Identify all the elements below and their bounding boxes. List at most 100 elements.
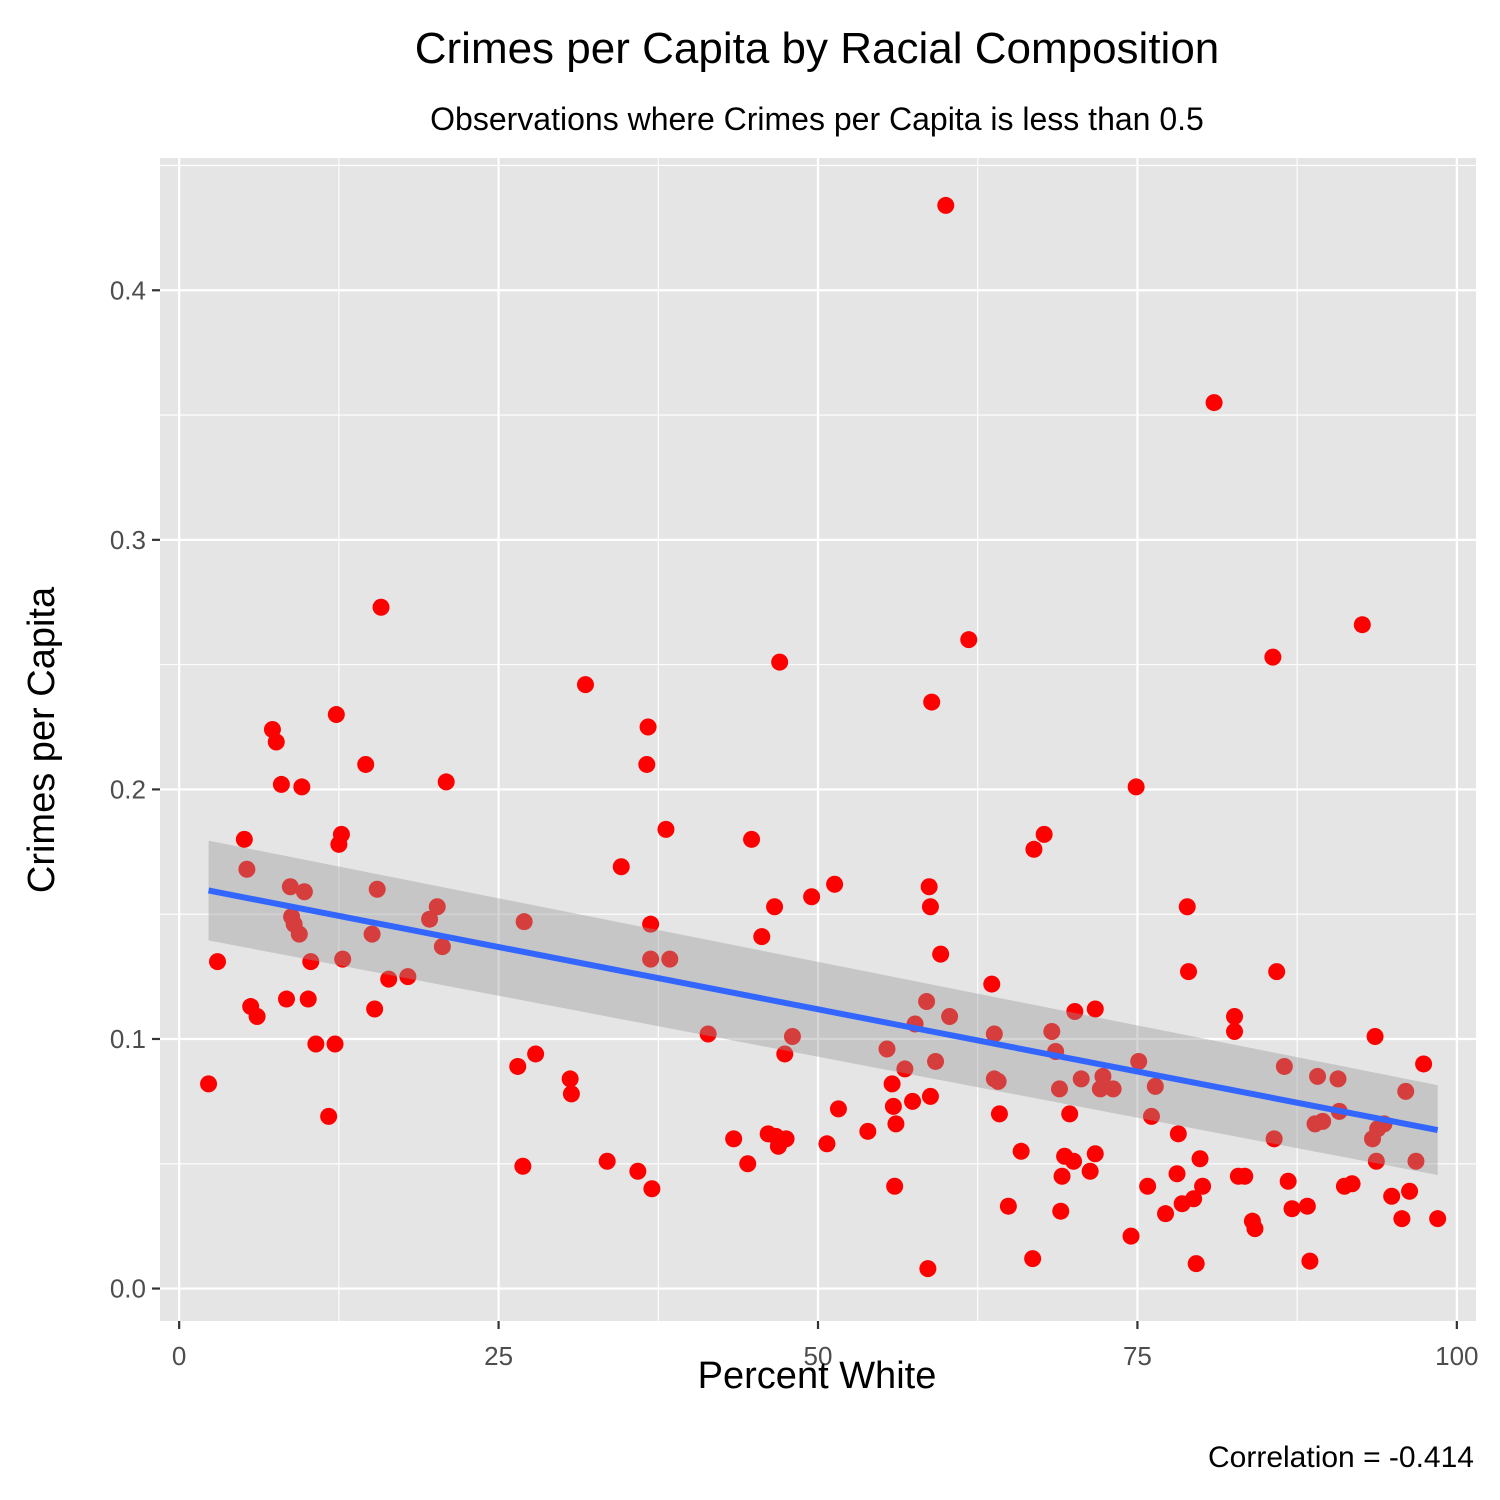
data-point [238, 860, 256, 878]
x-tick-label: 50 [804, 1341, 833, 1371]
data-point [1268, 963, 1286, 981]
data-point [921, 898, 939, 916]
y-tick-label: 0.3 [110, 525, 146, 555]
data-point [766, 898, 784, 916]
data-point [771, 653, 789, 671]
data-point [1367, 1152, 1385, 1170]
data-point [629, 1162, 647, 1180]
data-point [1329, 1070, 1347, 1088]
data-point [1314, 1112, 1332, 1130]
major-gridlines [160, 158, 1476, 1321]
data-point [1383, 1187, 1401, 1205]
data-point [1086, 1000, 1104, 1018]
data-point [643, 1180, 661, 1198]
data-point [989, 1072, 1007, 1090]
data-point [826, 875, 844, 893]
correlation-caption: Correlation = -0.414 [1208, 1441, 1474, 1474]
data-point [576, 676, 594, 694]
data-point [433, 938, 451, 956]
data-point [776, 1045, 794, 1063]
data-point [200, 1075, 218, 1093]
data-point [302, 953, 320, 971]
data-point [1393, 1210, 1411, 1228]
data-point [927, 1052, 945, 1070]
data-point [1246, 1220, 1264, 1238]
data-point [1205, 394, 1223, 412]
data-point [985, 1025, 1003, 1043]
data-point [277, 990, 295, 1008]
data-point [1094, 1067, 1112, 1085]
data-point [990, 1105, 1008, 1123]
data-point [1407, 1152, 1425, 1170]
data-point [1024, 1250, 1042, 1268]
data-point [1081, 1162, 1099, 1180]
data-point [1194, 1177, 1212, 1195]
data-point [1187, 1255, 1205, 1273]
data-point [725, 1130, 743, 1148]
data-point [334, 950, 352, 968]
data-point [307, 1035, 325, 1053]
data-point [1139, 1177, 1157, 1195]
data-point [1366, 1027, 1384, 1045]
data-point [562, 1085, 580, 1103]
x-axis-tick-labels: 0 25 50 75 100 [172, 1341, 1479, 1371]
data-point [1043, 1022, 1061, 1040]
data-point [1265, 1130, 1283, 1148]
data-point [1146, 1077, 1164, 1095]
data-point [699, 1025, 717, 1043]
data-point [1185, 1190, 1203, 1208]
data-point [327, 706, 345, 724]
data-point [1169, 1125, 1187, 1143]
data-point [295, 883, 313, 901]
regression-line [207, 887, 1439, 1134]
regression-overlay [207, 840, 1439, 1176]
data-point [437, 773, 455, 791]
data-point [918, 993, 936, 1011]
data-point [208, 953, 226, 971]
data-point [753, 928, 771, 946]
data-point [1086, 1145, 1104, 1163]
data-point [527, 1045, 545, 1063]
data-point [859, 1122, 877, 1140]
data-point [1168, 1165, 1186, 1183]
data-point [941, 1008, 959, 1026]
data-point [639, 718, 657, 736]
data-point [983, 975, 1001, 993]
data-point [661, 950, 679, 968]
x-tick-label: 0 [172, 1341, 186, 1371]
data-points [200, 196, 1447, 1278]
data-point [290, 925, 308, 943]
data-point [1353, 616, 1371, 634]
data-point [818, 1135, 836, 1153]
data-point [657, 820, 675, 838]
data-point [1343, 1175, 1361, 1193]
data-point [372, 598, 390, 616]
data-point [1157, 1205, 1175, 1223]
data-point [920, 878, 938, 896]
data-point [1301, 1252, 1319, 1270]
data-point [887, 1115, 905, 1133]
data-point [612, 858, 630, 876]
data-point [777, 1130, 795, 1148]
data-point [803, 888, 821, 906]
data-point [638, 755, 656, 773]
data-point [1035, 825, 1053, 843]
data-point [1053, 1167, 1071, 1185]
data-point [598, 1152, 616, 1170]
data-point [1180, 963, 1198, 981]
data-point [1104, 1080, 1122, 1098]
data-point [1397, 1082, 1415, 1100]
data-point [1415, 1055, 1433, 1073]
data-point [783, 1027, 801, 1045]
data-point [421, 910, 439, 928]
data-point [999, 1197, 1017, 1215]
data-point [1050, 1080, 1068, 1098]
data-point [267, 733, 285, 751]
data-point [320, 1107, 338, 1125]
x-tick-label: 100 [1435, 1341, 1478, 1371]
axis-ticks [152, 289, 1458, 1329]
data-point [293, 778, 311, 796]
data-point [919, 1260, 937, 1278]
x-tick-label: 25 [484, 1341, 513, 1371]
